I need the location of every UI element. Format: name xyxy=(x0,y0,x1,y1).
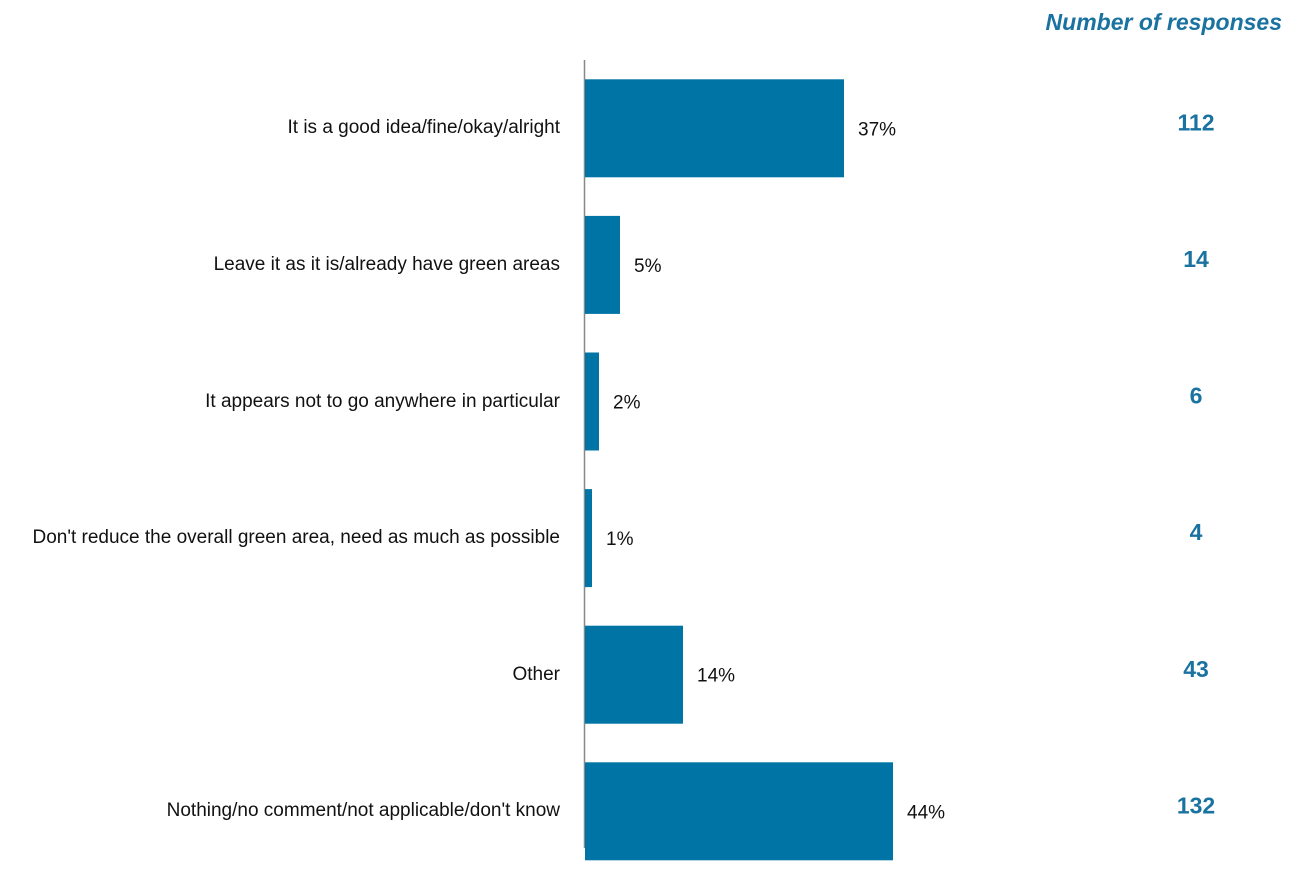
data-label: 37% xyxy=(858,119,896,140)
category-label: It is a good idea/fine/okay/alright xyxy=(0,88,560,168)
category-text: Don't reduce the overall green area, nee… xyxy=(32,527,560,549)
category-text: It appears not to go anywhere in particu… xyxy=(205,390,560,412)
bar xyxy=(585,215,620,314)
category-text: Nothing/no comment/not applicable/don't … xyxy=(166,800,560,822)
category-text: Leave it as it is/already have green are… xyxy=(213,253,560,275)
data-label: 14% xyxy=(697,666,735,687)
category-label: Other xyxy=(0,635,560,715)
bar xyxy=(585,79,844,178)
category-text: Other xyxy=(512,663,560,685)
response-count: 43 xyxy=(1183,656,1209,682)
bar xyxy=(585,352,599,451)
category-label: It appears not to go anywhere in particu… xyxy=(0,362,560,442)
category-label: Leave it as it is/already have green are… xyxy=(0,225,560,305)
category-label: Don't reduce the overall green area, nee… xyxy=(0,498,560,578)
response-count: 6 xyxy=(1190,383,1203,409)
bar xyxy=(585,489,592,588)
response-count: 112 xyxy=(1177,109,1214,135)
category-label: Nothing/no comment/not applicable/don't … xyxy=(0,771,560,851)
data-label: 2% xyxy=(613,393,641,414)
bar xyxy=(585,625,683,724)
data-label: 44% xyxy=(907,802,945,823)
response-count: 132 xyxy=(1177,792,1215,818)
responses-title: Number of responses xyxy=(1046,9,1282,35)
response-count: 4 xyxy=(1190,519,1203,545)
data-label: 1% xyxy=(606,529,634,550)
category-text: It is a good idea/fine/okay/alright xyxy=(287,117,560,139)
response-count: 14 xyxy=(1183,246,1209,272)
data-label: 5% xyxy=(634,256,662,277)
bar xyxy=(585,762,893,861)
